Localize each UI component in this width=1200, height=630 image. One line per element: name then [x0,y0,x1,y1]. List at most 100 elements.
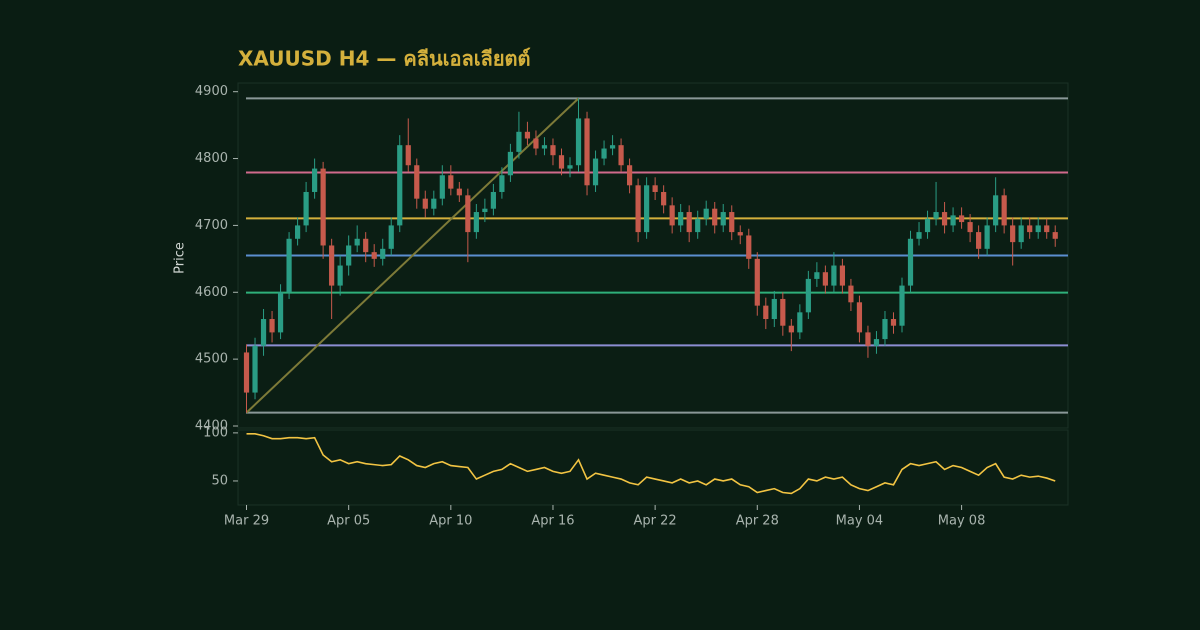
candle-body [626,165,633,186]
candle-body [363,238,369,253]
candle-body [465,195,471,233]
candle-body [1001,195,1007,226]
candle-body [1027,225,1033,233]
candle-body [678,212,684,226]
candle-body [746,235,752,259]
x-tick-label: Apr 16 [531,514,574,529]
candle-body [712,208,718,226]
candle-body [993,195,999,226]
candle-body [414,165,420,199]
candle-body [380,248,386,259]
candle-body [243,352,250,393]
y-tick-label: 4800 [195,151,228,166]
candle-body [933,212,939,219]
indicator-panel [237,429,1069,506]
candle-body [976,232,982,249]
candle-body [865,332,871,346]
candle-body [584,118,590,186]
candle-body [907,238,914,286]
candle-body [899,285,905,326]
candle-body [831,265,837,286]
candle-body [482,208,488,213]
candle-body [635,185,641,233]
candle-body [644,185,650,233]
trend-line [245,97,580,414]
candle-body [252,345,258,393]
candle-body [797,312,803,333]
candle-body [439,175,445,199]
candle-body [950,215,956,226]
candle-body [431,198,437,209]
x-tick-label: Apr 10 [429,514,472,529]
candle-body [848,285,854,303]
candle-body [967,222,973,233]
candle-body [320,168,326,246]
x-tick-label: May 08 [938,514,986,529]
candle-body [277,292,284,333]
candle-body [499,175,505,192]
candle-body [729,212,735,233]
candle-body [592,158,599,186]
candle-body [686,212,692,233]
candle-body [984,225,990,249]
candle-body [703,208,709,219]
candle-body [788,325,794,333]
candle-body [346,245,352,266]
x-tick-label: Apr 28 [736,514,779,529]
candle-body [388,225,394,249]
y-tick-label: 4400 [195,418,228,433]
candle-body [958,215,965,223]
candle-body [1052,232,1058,239]
candle-body [516,131,522,152]
candle-body [652,185,658,192]
candle-body [754,258,760,306]
candle-body [303,191,309,226]
candle-body [397,145,403,226]
candle-body [661,191,667,206]
y-axis-label: Price [173,242,188,274]
candle-body [720,212,726,226]
candle-body [312,168,318,192]
y-tick-label: 100 [203,425,228,440]
candle-body [695,218,701,233]
candle-body [916,232,922,239]
y-tick-label: 50 [211,473,228,488]
indicator-line [246,433,1056,495]
candle-body [873,339,880,346]
candle-body [941,212,948,226]
candle-body [575,118,582,166]
candle-body [405,145,411,166]
candle-body [780,298,786,326]
candle-body [337,265,343,286]
candle-body [737,232,743,236]
candle-body [609,145,616,149]
candle-body [507,151,514,176]
candle-body [371,252,377,259]
y-tick-label: 4900 [195,84,228,99]
candle-body [771,298,777,320]
candle-body [541,145,548,149]
candle-body [1018,225,1024,243]
candle-body [1010,225,1016,243]
candle-body [567,165,573,169]
x-tick-label: May 04 [836,514,884,529]
candle-body [822,272,828,286]
x-tick-label: Apr 05 [327,514,370,529]
candle-body [1035,225,1041,233]
candle-body [448,175,454,189]
candle-body [856,302,863,333]
candle-body [805,278,811,313]
candle-body [601,148,607,159]
y-tick-label: 4500 [195,352,228,367]
y-tick-label: 4600 [195,285,228,300]
candle-body [354,238,360,246]
candle-body [456,188,462,196]
candle-body [524,131,531,139]
candle-body [618,145,624,166]
candle-body [814,272,820,279]
candle-body [533,138,539,149]
candle-body [422,198,428,209]
candle-body [839,265,846,286]
candle-body [260,319,267,346]
